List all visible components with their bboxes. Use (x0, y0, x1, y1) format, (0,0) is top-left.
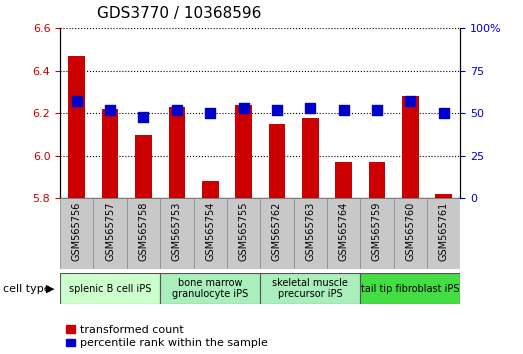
Legend: transformed count, percentile rank within the sample: transformed count, percentile rank withi… (66, 325, 268, 348)
Bar (260, 273, 360, 304)
Point (106, 107, 115, 113)
Point (339, 107, 348, 113)
Text: GSM565763: GSM565763 (305, 202, 315, 261)
Text: bone marrow
granulocyte iPS: bone marrow granulocyte iPS (172, 278, 248, 299)
Bar (293, 198, 327, 269)
Point (373, 107, 381, 113)
Bar (394, 198, 427, 269)
Point (73, 98, 81, 104)
Point (139, 114, 147, 120)
Text: GDS3770 / 10368596: GDS3770 / 10368596 (97, 6, 261, 21)
Text: GSM565760: GSM565760 (405, 202, 415, 261)
Bar (260, 198, 293, 269)
Point (173, 107, 181, 113)
Bar (94, 198, 127, 269)
Text: splenic B cell iPS: splenic B cell iPS (69, 284, 151, 293)
Bar (127, 198, 160, 269)
Bar (427, 198, 460, 269)
Text: GSM565757: GSM565757 (105, 202, 115, 261)
Bar (402, 96, 418, 198)
Text: tail tip fibroblast iPS: tail tip fibroblast iPS (361, 284, 460, 293)
Text: GSM565753: GSM565753 (172, 202, 182, 261)
Bar (335, 162, 352, 198)
Point (306, 105, 314, 111)
Text: GSM565764: GSM565764 (338, 202, 348, 261)
Point (406, 98, 414, 104)
Point (439, 110, 448, 116)
Bar (160, 198, 194, 269)
Bar (202, 181, 219, 198)
Text: GSM565755: GSM565755 (238, 202, 248, 261)
Text: GSM565762: GSM565762 (272, 202, 282, 261)
Bar (160, 273, 260, 304)
Text: skeletal muscle
precursor iPS: skeletal muscle precursor iPS (272, 278, 348, 299)
Text: GSM565754: GSM565754 (205, 202, 215, 261)
Bar (302, 118, 319, 198)
Text: GSM565761: GSM565761 (439, 202, 449, 261)
Bar (360, 273, 460, 304)
Point (272, 107, 281, 113)
Bar (327, 198, 360, 269)
Bar (268, 124, 285, 198)
Text: GSM565759: GSM565759 (372, 202, 382, 261)
Bar (435, 194, 452, 198)
Text: GSM565758: GSM565758 (139, 202, 149, 261)
Bar (60, 273, 160, 304)
Bar (168, 107, 185, 198)
Bar (102, 109, 119, 198)
Bar (360, 198, 393, 269)
Bar (369, 162, 385, 198)
Point (240, 105, 248, 111)
Bar (194, 198, 227, 269)
Bar (135, 135, 152, 198)
Bar (60, 198, 94, 269)
Bar (227, 198, 260, 269)
Bar (235, 105, 252, 198)
Text: GSM565756: GSM565756 (72, 202, 82, 261)
Point (206, 110, 214, 116)
Text: cell type: cell type (3, 284, 50, 293)
Text: ▶: ▶ (47, 284, 55, 293)
Bar (69, 56, 85, 198)
